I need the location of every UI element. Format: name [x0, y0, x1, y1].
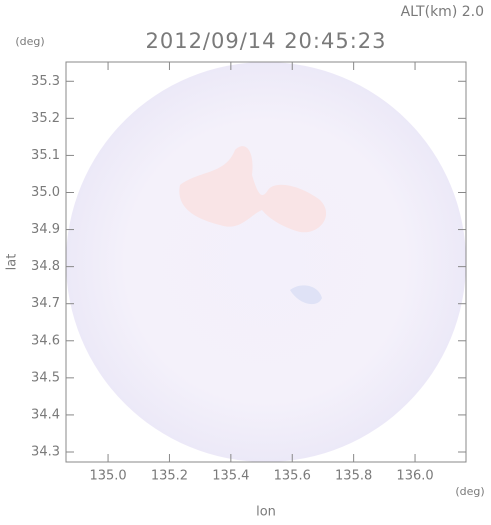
y-tick-label: 35.3	[31, 74, 60, 89]
x-tick-label: 136.0	[396, 469, 433, 484]
x-tick-label: 135.8	[335, 469, 372, 484]
radar-field	[66, 62, 466, 462]
x-axis-label: lon	[256, 505, 276, 520]
y-tick-label: 34.7	[31, 296, 60, 311]
y-tick-label: 34.5	[31, 370, 60, 385]
y-tick-label: 34.4	[31, 407, 60, 422]
plot-frame	[65, 61, 467, 463]
y-unit: (deg)	[15, 35, 44, 48]
x-tick-label: 135.2	[151, 469, 188, 484]
x-unit: (deg)	[455, 485, 484, 498]
reflectivity-patch	[290, 285, 322, 305]
y-tick-label: 34.3	[31, 444, 60, 459]
y-tick-label: 34.8	[31, 259, 60, 274]
y-tick-label: 35.2	[31, 111, 60, 126]
y-tick-label: 35.1	[31, 148, 60, 163]
x-tick-label: 135.0	[89, 469, 126, 484]
chart-title: 2012/09/14 20:45:23	[145, 29, 386, 53]
annotation: ALT(km) 2.0	[401, 4, 484, 20]
x-tick-label: 135.4	[212, 469, 249, 484]
y-tick-label: 34.9	[31, 222, 60, 237]
y-tick-label: 35.0	[31, 185, 60, 200]
x-tick-label: 135.6	[274, 469, 311, 484]
radar-disc	[66, 62, 466, 462]
reflectivity-patch	[179, 146, 327, 233]
y-tick-label: 34.6	[31, 333, 60, 348]
y-axis-label: lat	[5, 254, 20, 271]
